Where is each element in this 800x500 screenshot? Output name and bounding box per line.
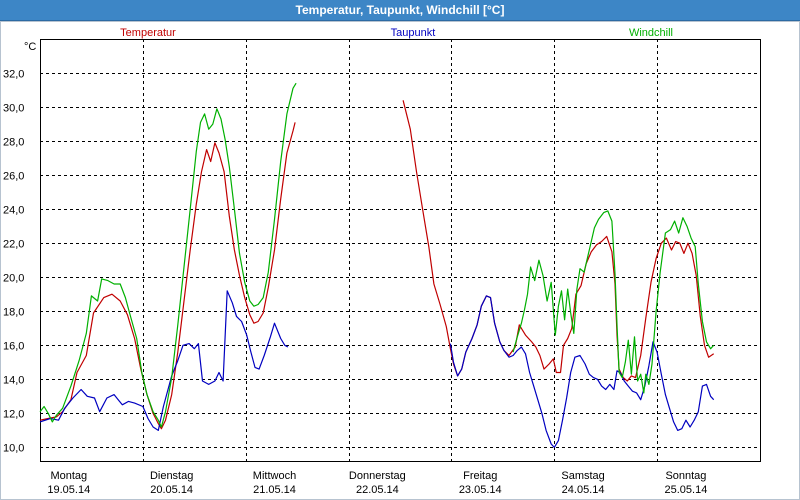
legend-entry-temperatur: Temperatur	[120, 27, 176, 39]
legend-entry-windchill: Windchill	[629, 27, 673, 39]
series-lines	[39, 82, 715, 448]
legend: Temperatur Taupunkt Windchill	[120, 27, 673, 39]
series-line-taupunkt	[39, 290, 289, 431]
chart-grid	[40, 39, 760, 461]
y-tick-label: 16,0	[3, 341, 24, 353]
y-tick-label: 12,0	[3, 409, 24, 421]
y-tick-label: 20,0	[3, 273, 24, 285]
series-line-taupunkt	[449, 295, 715, 448]
temperature-chart: 10,0 12,0 14,0 16,0 18,0 20,0 22,0 24,0 26,0 28,0…	[3, 27, 761, 496]
x-tick-day: Dienstag	[150, 470, 193, 482]
x-axis: Montag 19.05.14 Dienstag 20.05.14 Mittwoch 21…	[47, 470, 707, 496]
x-tick-day: Donnerstag	[349, 470, 406, 482]
y-tick-label: 10,0	[3, 443, 24, 455]
x-tick-date: 22.05.14	[356, 484, 399, 496]
y-tick-label: 26,0	[3, 171, 24, 183]
x-tick-day: Samstag	[561, 470, 604, 482]
y-tick-label: 18,0	[3, 307, 24, 319]
chart-title-bar: Temperatur, Taupunkt, Windchill [°C]	[0, 0, 800, 21]
x-tick-date: 25.05.14	[665, 484, 708, 496]
y-tick-label: 28,0	[3, 137, 24, 149]
x-tick-day: Sonntag	[665, 470, 706, 482]
x-tick-day: Montag	[50, 470, 87, 482]
series-line-windchill	[39, 82, 297, 428]
y-axis: 10,0 12,0 14,0 16,0 18,0 20,0 22,0 24,0 26,0 28,0…	[3, 41, 36, 455]
legend-entry-taupunkt: Taupunkt	[391, 27, 436, 39]
x-tick-date: 20.05.14	[150, 484, 193, 496]
y-tick-label: 30,0	[3, 103, 24, 115]
y-axis-unit: °C	[24, 41, 36, 53]
y-tick-label: 32,0	[3, 69, 24, 81]
series-line-temperatur	[402, 100, 715, 382]
y-tick-label: 22,0	[3, 239, 24, 251]
x-tick-day: Freitag	[463, 470, 497, 482]
series-line-temperatur	[39, 122, 296, 430]
x-tick-date: 21.05.14	[253, 484, 296, 496]
y-tick-label: 14,0	[3, 375, 24, 387]
series-line-windchill	[512, 210, 715, 394]
x-tick-date: 23.05.14	[459, 484, 502, 496]
x-tick-day: Mittwoch	[253, 470, 296, 482]
plot-area-frame	[40, 39, 761, 462]
y-tick-label: 24,0	[3, 205, 24, 217]
x-tick-date: 24.05.14	[562, 484, 605, 496]
x-tick-date: 19.05.14	[47, 484, 90, 496]
chart-title: Temperatur, Taupunkt, Windchill [°C]	[295, 3, 505, 17]
